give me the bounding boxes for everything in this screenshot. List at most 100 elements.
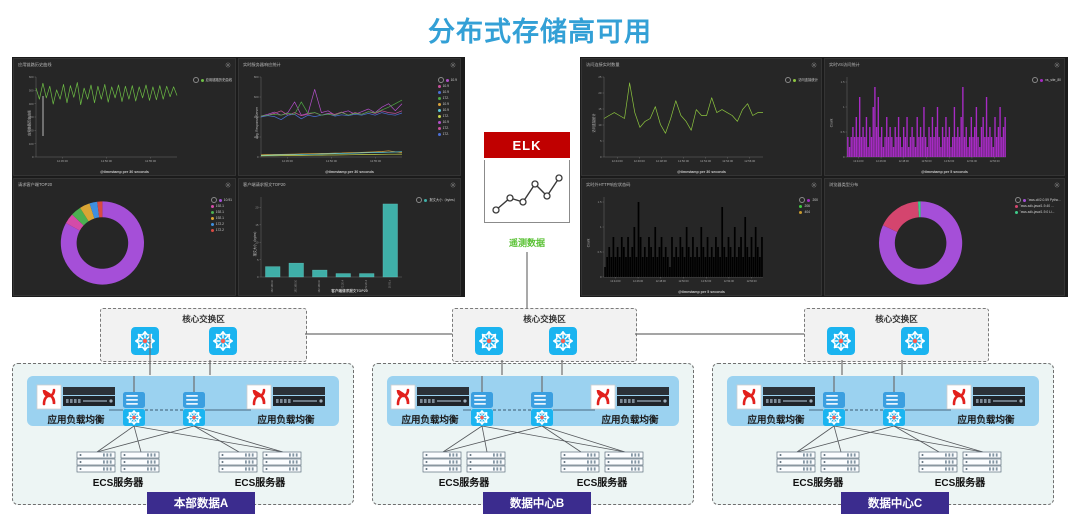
legend-item[interactable]: 172.: [437, 131, 457, 137]
legend-item[interactable]: 10.9: [437, 101, 457, 107]
core-switch[interactable]: [131, 327, 159, 355]
legend-item[interactable]: 172.: [437, 125, 457, 131]
load-balancer[interactable]: 应用负载均衡: [35, 384, 117, 426]
network-switch-icon[interactable]: [121, 392, 147, 426]
load-balancer[interactable]: 应用负载均衡: [735, 384, 817, 426]
network-switch-icon[interactable]: [821, 392, 847, 426]
legend-item[interactable]: "aws-cli/2.0.59 Pytho...: [1014, 197, 1061, 204]
network-switch-icon[interactable]: [469, 392, 495, 426]
dc-switch[interactable]: [469, 392, 495, 426]
legend-item[interactable]: 172.2: [210, 227, 232, 233]
info-icon[interactable]: [799, 197, 806, 204]
core-switch[interactable]: [901, 327, 929, 355]
gear-icon[interactable]: [811, 62, 817, 68]
ecs-server-group[interactable]: ECS服务器: [217, 450, 303, 489]
legend-item[interactable]: "aws-sdk-java/1.9.40 ...: [1014, 203, 1061, 209]
info-icon[interactable]: [210, 197, 217, 204]
donut-slice[interactable]: [97, 201, 103, 218]
gear-icon[interactable]: [225, 62, 231, 68]
server-rack-icon[interactable]: [559, 450, 645, 474]
donut-slice[interactable]: [917, 201, 921, 218]
gear-icon[interactable]: [225, 182, 231, 188]
legend-item[interactable]: 192.1: [210, 215, 232, 221]
legend-item[interactable]: 10.9: [437, 107, 457, 113]
network-switch-icon[interactable]: [475, 327, 503, 355]
legend-item[interactable]: 192.1: [210, 209, 232, 215]
dashboard-panel[interactable]: 客户端请求报文TOP20 0 5 10 15 20 192.168.10 192.168.10…: [238, 178, 461, 296]
legend-item[interactable]: 10.9: [437, 89, 457, 95]
legend-item[interactable]: 10.91: [210, 197, 232, 204]
legend-item[interactable]: 10.9: [437, 119, 457, 125]
gear-icon[interactable]: [811, 182, 817, 188]
ecs-server-group[interactable]: ECS服务器: [917, 450, 1003, 489]
legend-item[interactable]: 访问连接统计: [785, 77, 818, 84]
ecs-server-group[interactable]: ECS服务器: [421, 450, 507, 489]
legend-item[interactable]: 200: [799, 197, 818, 204]
core-switch[interactable]: [475, 327, 503, 355]
legend-item[interactable]: 172.2: [210, 221, 232, 227]
info-icon[interactable]: [416, 197, 423, 204]
server-rack-icon[interactable]: [775, 450, 861, 474]
core-switch[interactable]: [549, 327, 577, 355]
ecs-server-group[interactable]: ECS服务器: [75, 450, 161, 489]
network-switch-icon[interactable]: [209, 327, 237, 355]
donut-slice[interactable]: [72, 207, 89, 226]
f5-load-balancer-icon[interactable]: [945, 384, 1027, 410]
legend-item[interactable]: 206: [799, 203, 818, 209]
legend-item[interactable]: 404: [799, 209, 818, 215]
info-icon[interactable]: [1032, 77, 1039, 84]
core-switch[interactable]: [827, 327, 855, 355]
f5-load-balancer-icon[interactable]: [735, 384, 817, 410]
dashboard-panel[interactable]: 访问连接实时数量 0 5 10 15 20 25 12:44:00 12:46:00 12:48:…: [581, 58, 822, 176]
server-rack-icon[interactable]: [917, 450, 1003, 474]
donut-slice[interactable]: [89, 201, 100, 219]
gear-icon[interactable]: [1054, 62, 1060, 68]
legend-item[interactable]: 10.9: [437, 77, 457, 84]
dashboard-panel[interactable]: 实时外HTTP响应状态码 0 0.5 1 1.5 12:44:00 12:46:00 12:4…: [581, 178, 822, 296]
donut-slice[interactable]: [879, 201, 963, 285]
legend-item[interactable]: vs_site_80: [1032, 77, 1061, 84]
gear-icon[interactable]: [450, 182, 456, 188]
dashboard-panel[interactable]: 请求客户端TOP20 10.91 192.1 192.1 192.1 172.2 172.2: [13, 178, 236, 296]
info-icon[interactable]: [1014, 197, 1021, 204]
donut-slice[interactable]: [65, 214, 84, 231]
legend-item[interactable]: "aws-sdk-java/1.9.0 Li...: [1014, 209, 1061, 215]
info-icon[interactable]: [192, 77, 199, 84]
dashboard-panel[interactable]: 实时服务器响应统计 0 200 400 600 800 12:45:00 12:50:00 12…: [238, 58, 461, 176]
network-switch-icon[interactable]: [181, 392, 207, 426]
network-switch-icon[interactable]: [881, 392, 907, 426]
server-rack-icon[interactable]: [217, 450, 303, 474]
legend-item[interactable]: 应用链路历史曲线: [192, 77, 232, 84]
f5-load-balancer-icon[interactable]: [245, 384, 327, 410]
dashboard-panel[interactable]: 实时VS访问统计 0 0.5 1 1.5 12:44:00 12:46:00 12:48:00…: [824, 58, 1065, 176]
dashboard-panel[interactable]: 浏览器类型分布 "aws-cli/2.0.59 Pytho... "aws-sdk-…: [824, 178, 1065, 296]
network-switch-icon[interactable]: [549, 327, 577, 355]
network-switch-icon[interactable]: [131, 327, 159, 355]
legend-item[interactable]: 192.1: [210, 203, 232, 209]
dc-switch[interactable]: [821, 392, 847, 426]
legend-item[interactable]: 报文大小（bytes）: [416, 197, 457, 204]
donut-slice[interactable]: [80, 203, 95, 222]
gear-icon[interactable]: [1054, 182, 1060, 188]
load-balancer[interactable]: 应用负载均衡: [245, 384, 327, 426]
ecs-server-group[interactable]: ECS服务器: [559, 450, 645, 489]
dashboard-panel[interactable]: 应用链路历史曲线 0 100 200 300 400 500 600 12:45:00 12:50…: [13, 58, 236, 176]
donut-slice[interactable]: [60, 201, 144, 285]
ecs-server-group[interactable]: ECS服务器: [775, 450, 861, 489]
dc-switch[interactable]: [121, 392, 147, 426]
dc-switch[interactable]: [881, 392, 907, 426]
dc-switch[interactable]: [181, 392, 207, 426]
load-balancer[interactable]: 应用负载均衡: [389, 384, 471, 426]
legend-item[interactable]: 10.9: [437, 83, 457, 89]
core-switch[interactable]: [209, 327, 237, 355]
legend-item[interactable]: 172.: [437, 95, 457, 101]
network-switch-icon[interactable]: [529, 392, 555, 426]
load-balancer[interactable]: 应用负载均衡: [945, 384, 1027, 426]
info-icon[interactable]: [785, 77, 792, 84]
donut-slice[interactable]: [882, 201, 919, 233]
dc-switch[interactable]: [529, 392, 555, 426]
legend-item[interactable]: 172.: [437, 113, 457, 119]
server-rack-icon[interactable]: [75, 450, 161, 474]
f5-load-balancer-icon[interactable]: [35, 384, 117, 410]
network-switch-icon[interactable]: [827, 327, 855, 355]
